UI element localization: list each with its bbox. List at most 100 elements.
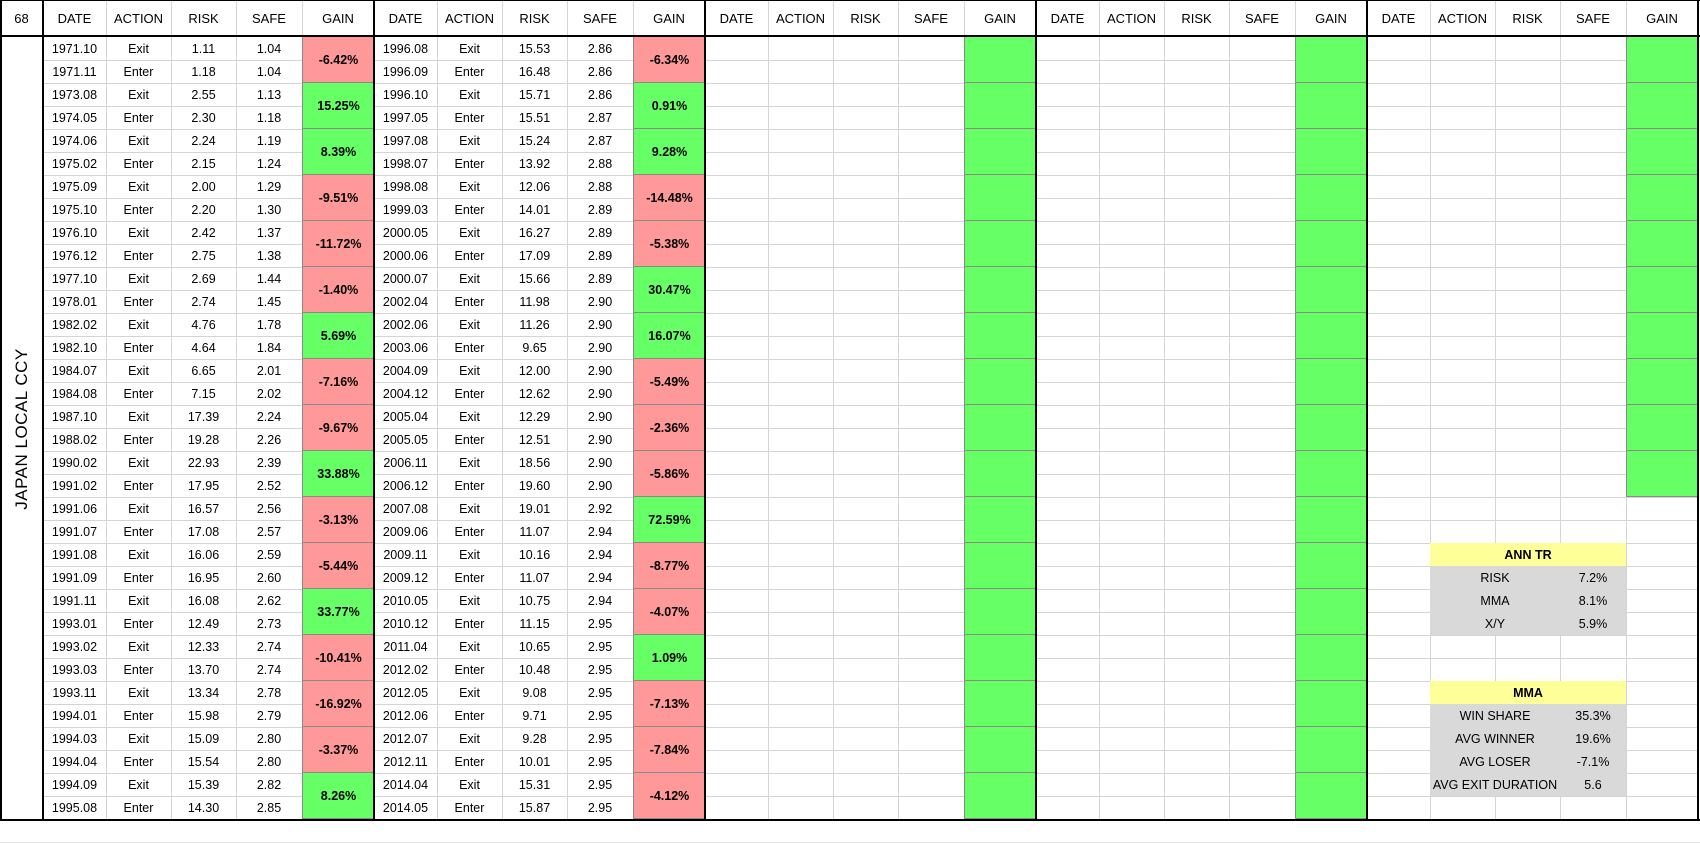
cell-safe[interactable]: 2.90 <box>587 363 613 378</box>
cell-date[interactable]: 2012.02 <box>382 662 429 677</box>
cell-safe[interactable]: 2.02 <box>256 386 282 401</box>
cell-risk[interactable]: 16.08 <box>187 593 220 608</box>
gain-cell-empty[interactable] <box>1295 175 1367 221</box>
cell-safe[interactable]: 2.94 <box>587 547 613 562</box>
gain-cell[interactable]: -16.92% <box>302 681 374 727</box>
gain-cell-empty[interactable] <box>1626 221 1698 267</box>
cell-action[interactable]: Exit <box>128 133 149 148</box>
gain-cell-empty[interactable] <box>964 405 1036 451</box>
cell-safe[interactable]: 2.90 <box>587 409 613 424</box>
cell-action[interactable]: Exit <box>459 593 480 608</box>
cell-date[interactable]: 1995.08 <box>51 800 98 815</box>
gain-cell-empty[interactable] <box>1295 359 1367 405</box>
cell-safe[interactable]: 1.13 <box>256 87 282 102</box>
column-header-date[interactable]: DATE <box>1050 11 1085 26</box>
cell-safe[interactable]: 2.89 <box>587 225 613 240</box>
cell-safe[interactable]: 2.56 <box>256 501 282 516</box>
cell-risk[interactable]: 15.39 <box>187 777 220 792</box>
cell-action[interactable]: Exit <box>459 41 480 56</box>
cell-action[interactable]: Enter <box>123 570 154 585</box>
cell-safe[interactable]: 2.57 <box>256 524 282 539</box>
cell-action[interactable]: Enter <box>123 708 154 723</box>
cell-date[interactable]: 2009.11 <box>383 547 428 562</box>
cell-date[interactable]: 1982.10 <box>51 340 98 355</box>
cell-date[interactable]: 2006.11 <box>383 455 428 470</box>
cell-risk[interactable]: 17.09 <box>518 248 551 263</box>
cell-safe[interactable]: 1.78 <box>256 317 282 332</box>
gain-cell[interactable]: 1.09% <box>633 635 705 681</box>
cell-date[interactable]: 2000.07 <box>382 271 429 286</box>
cell-action[interactable]: Enter <box>123 340 154 355</box>
cell-action[interactable]: Enter <box>454 64 485 79</box>
cell-risk[interactable]: 2.69 <box>191 271 216 286</box>
gain-cell-empty[interactable] <box>1295 221 1367 267</box>
cell-safe[interactable]: 2.95 <box>587 708 613 723</box>
cell-action[interactable]: Exit <box>128 731 149 746</box>
cell-date[interactable]: 2004.09 <box>382 363 429 378</box>
gain-cell-empty[interactable] <box>1295 37 1367 83</box>
cell-action[interactable]: Exit <box>459 731 480 746</box>
cell-safe[interactable]: 1.44 <box>256 271 282 286</box>
gain-cell[interactable]: -7.84% <box>633 727 705 773</box>
cell-date[interactable]: 1975.10 <box>51 202 98 217</box>
cell-date[interactable]: 2010.12 <box>382 616 429 631</box>
gain-cell[interactable]: -8.77% <box>633 543 705 589</box>
cell-date[interactable]: 1976.10 <box>51 225 98 240</box>
gain-cell[interactable]: -4.07% <box>633 589 705 635</box>
gain-cell[interactable]: -11.72% <box>302 221 374 267</box>
column-header-gain[interactable]: GAIN <box>322 11 354 26</box>
cell-risk[interactable]: 14.01 <box>518 202 551 217</box>
gain-cell-empty[interactable] <box>964 589 1036 635</box>
cell-safe[interactable]: 2.79 <box>256 708 282 723</box>
gain-cell-empty[interactable] <box>1295 451 1367 497</box>
cell-action[interactable]: Enter <box>123 754 154 769</box>
gain-cell[interactable]: 33.77% <box>302 589 374 635</box>
cell-risk[interactable]: 4.76 <box>191 317 216 332</box>
cell-risk[interactable]: 9.65 <box>522 340 547 355</box>
cell-action[interactable]: Exit <box>459 777 480 792</box>
cell-date[interactable]: 2005.04 <box>382 409 429 424</box>
cell-safe[interactable]: 2.80 <box>256 731 282 746</box>
gain-cell-empty[interactable] <box>1626 267 1698 313</box>
cell-safe[interactable]: 1.24 <box>256 156 282 171</box>
cell-action[interactable]: Enter <box>454 294 485 309</box>
cell-risk[interactable]: 22.93 <box>187 455 220 470</box>
column-header-date[interactable]: DATE <box>719 11 754 26</box>
cell-action[interactable]: Exit <box>128 225 149 240</box>
gain-cell-empty[interactable] <box>964 727 1036 773</box>
cell-risk[interactable]: 15.09 <box>187 731 220 746</box>
cell-risk[interactable]: 14.30 <box>187 800 220 815</box>
cell-date[interactable]: 1993.11 <box>52 685 97 700</box>
gain-cell-empty[interactable] <box>964 359 1036 405</box>
cell-risk[interactable]: 12.51 <box>518 432 551 447</box>
gain-cell[interactable]: 30.47% <box>633 267 705 313</box>
gain-cell-empty[interactable] <box>964 451 1036 497</box>
gain-cell[interactable]: 33.88% <box>302 451 374 497</box>
cell-safe[interactable]: 2.94 <box>587 570 613 585</box>
cell-action[interactable]: Enter <box>454 202 485 217</box>
cell-safe[interactable]: 2.62 <box>256 593 282 608</box>
cell-date[interactable]: 2014.04 <box>382 777 429 792</box>
cell-risk[interactable]: 15.71 <box>518 87 551 102</box>
cell-date[interactable]: 2012.05 <box>382 685 429 700</box>
cell-risk[interactable]: 2.42 <box>191 225 216 240</box>
cell-action[interactable]: Exit <box>128 87 149 102</box>
cell-risk[interactable]: 2.74 <box>191 294 216 309</box>
cell-action[interactable]: Exit <box>459 363 480 378</box>
cell-action[interactable]: Enter <box>454 800 485 815</box>
column-header-safe[interactable]: SAFE <box>1245 11 1279 26</box>
cell-risk[interactable]: 12.06 <box>518 179 551 194</box>
gain-cell[interactable]: 72.59% <box>633 497 705 543</box>
cell-action[interactable]: Enter <box>123 478 154 493</box>
cell-date[interactable]: 1975.02 <box>51 156 98 171</box>
cell-date[interactable]: 2006.12 <box>382 478 429 493</box>
column-header-safe[interactable]: SAFE <box>914 11 948 26</box>
cell-safe[interactable]: 2.82 <box>256 777 282 792</box>
cell-date[interactable]: 1984.07 <box>51 363 98 378</box>
column-header-action[interactable]: ACTION <box>1437 11 1488 26</box>
cell-action[interactable]: Enter <box>123 248 154 263</box>
gain-cell-empty[interactable] <box>964 37 1036 83</box>
cell-risk[interactable]: 10.75 <box>518 593 551 608</box>
cell-safe[interactable]: 2.95 <box>587 777 613 792</box>
cell-risk[interactable]: 9.71 <box>522 708 547 723</box>
